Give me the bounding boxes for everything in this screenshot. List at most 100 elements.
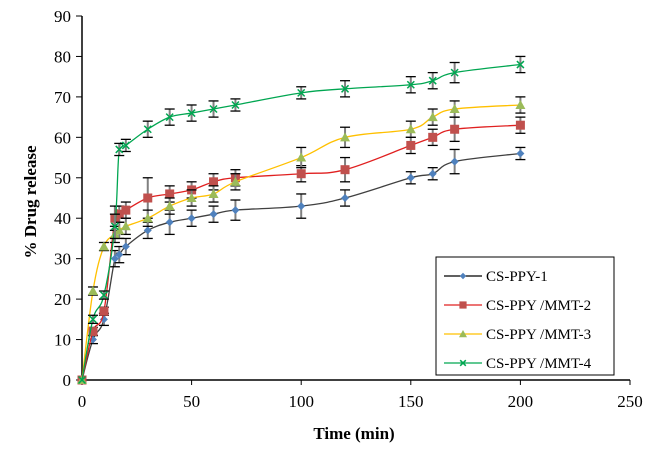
legend-label: CS-PPY /MMT-4: [486, 356, 592, 372]
series-4: [77, 55, 526, 385]
marker-x-stroke: [297, 88, 306, 97]
marker-x-stroke: [209, 104, 218, 114]
marker-x-stroke: [88, 315, 97, 324]
marker-x: [115, 145, 124, 154]
marker-x: [77, 375, 87, 385]
marker-triangle: [87, 286, 98, 296]
y-tick-label: 50: [54, 169, 71, 188]
marker-diamond: [121, 242, 130, 251]
marker-triangle: [208, 188, 219, 198]
marker-x: [516, 60, 525, 69]
legend-label: CS-PPY-1: [486, 269, 548, 285]
legend: CS-PPY-1 CS-PPY /MMT-2 CS-PPY /MMT-3 CS-PPY…: [435, 256, 615, 376]
x-tick-label: 150: [398, 392, 424, 411]
marker-square: [296, 169, 306, 179]
marker-x-stroke: [450, 68, 459, 77]
marker-x: [459, 359, 467, 367]
marker-x: [209, 104, 218, 114]
marker-diamond: [450, 157, 459, 166]
marker-x-stroke: [231, 100, 240, 110]
marker-triangle: [459, 330, 467, 338]
y-tick-label: 80: [54, 47, 71, 66]
marker-x: [297, 88, 306, 97]
marker-triangle: [186, 193, 197, 202]
marker-diamond: [115, 250, 124, 259]
marker-triangle: [405, 124, 416, 134]
marker-diamond: [341, 194, 350, 202]
marker-x-stroke: [406, 80, 415, 89]
marker-x-stroke: [187, 109, 196, 118]
marker-square: [143, 193, 153, 203]
x-axis-title: Time (min): [313, 424, 394, 443]
marker-x-stroke: [143, 125, 152, 134]
marker-x: [143, 125, 152, 134]
y-tick-label: 70: [54, 88, 71, 107]
marker-triangle: [114, 225, 125, 235]
marker-diamond: [165, 218, 174, 227]
x-tick-label: 250: [617, 392, 643, 411]
marker-diamond: [406, 173, 415, 182]
marker-square: [99, 306, 109, 316]
marker-x: [231, 100, 240, 110]
legend-item: CS-PPY /MMT-4: [444, 356, 592, 372]
marker-x: [99, 291, 108, 300]
marker-triangle: [515, 99, 526, 109]
y-ticks: 0 10 20 30 40 50 60 70 80 90: [54, 7, 82, 390]
marker-diamond: [143, 226, 152, 235]
marker-triangle: [449, 104, 460, 114]
marker-x-stroke: [77, 375, 87, 385]
axes: [81, 16, 630, 381]
legend-item: CS-PPY /MMT-3: [444, 327, 591, 343]
marker-square: [515, 120, 525, 130]
x-tick-label: 50: [183, 392, 200, 411]
legend-box: [435, 256, 615, 376]
y-axis-title: % Drug release: [21, 145, 40, 258]
marker-diamond: [187, 214, 196, 223]
marker-diamond: [516, 149, 525, 158]
y-tick-label: 0: [63, 371, 72, 390]
marker-diamond: [428, 169, 437, 178]
marker-diamond: [297, 202, 306, 211]
marker-triangle: [120, 221, 131, 231]
marker-x: [88, 315, 97, 324]
marker-x: [187, 109, 196, 118]
y-tick-label: 30: [54, 250, 71, 269]
marker-x: [428, 76, 437, 85]
marker-diamond: [110, 254, 119, 263]
marker-x-stroke: [459, 359, 467, 367]
x-tick-label: 100: [288, 392, 314, 411]
marker-x: [450, 68, 459, 77]
x-tick-label: 200: [508, 392, 534, 411]
y-tick-label: 40: [54, 209, 71, 228]
marker-triangle: [142, 213, 153, 223]
marker-x-stroke: [99, 291, 108, 300]
marker-triangle: [164, 201, 175, 211]
series-1: [78, 146, 526, 384]
marker-x: [110, 222, 119, 231]
marker-square: [165, 189, 175, 199]
y-tick-label: 90: [54, 7, 71, 26]
marker-square: [340, 165, 350, 175]
y-tick-label: 60: [54, 128, 71, 147]
legend-label: CS-PPY /MMT-3: [486, 327, 591, 343]
marker-triangle: [98, 241, 109, 251]
marker-x-stroke: [341, 84, 350, 93]
marker-x-stroke: [165, 113, 174, 122]
marker-triangle: [296, 152, 307, 162]
legend-item: CS-PPY /MMT-2: [444, 298, 591, 314]
marker-square: [450, 124, 460, 134]
x-tick-label: 0: [78, 392, 87, 411]
marker-diamond: [459, 272, 467, 280]
series-3: [77, 96, 526, 384]
marker-x: [341, 84, 350, 93]
y-tick-label: 10: [54, 331, 71, 350]
x-ticks: 0 50 100 150 200 250: [78, 380, 643, 411]
marker-square: [121, 205, 131, 215]
marker-square: [428, 132, 438, 142]
marker-x-stroke: [115, 145, 124, 154]
marker-diamond: [231, 206, 240, 215]
marker-square: [459, 301, 467, 309]
marker-triangle: [427, 112, 438, 122]
marker-x-stroke: [516, 60, 525, 69]
